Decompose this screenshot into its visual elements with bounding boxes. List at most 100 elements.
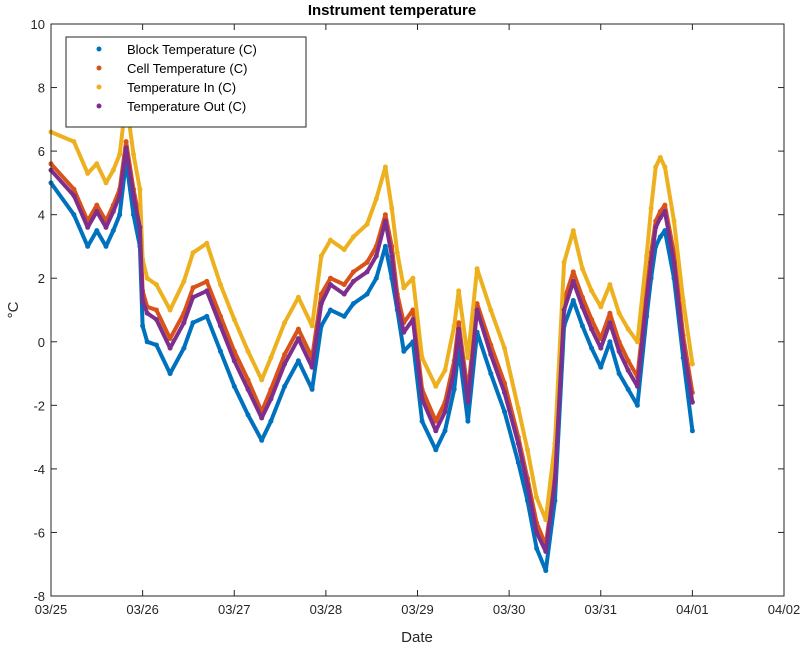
data-point	[282, 361, 288, 367]
data-point	[589, 288, 595, 294]
data-point	[648, 259, 654, 265]
data-point	[245, 386, 251, 392]
data-point	[103, 224, 109, 230]
data-point	[657, 215, 663, 221]
data-point	[662, 202, 668, 208]
data-point	[350, 234, 356, 240]
data-point	[245, 348, 251, 354]
x-tick-label: 03/28	[310, 602, 343, 617]
data-point	[204, 278, 210, 284]
data-point	[94, 202, 100, 208]
data-point	[488, 371, 494, 377]
data-point	[451, 386, 457, 392]
data-point	[488, 307, 494, 313]
data-point	[433, 418, 439, 424]
data-point	[456, 320, 462, 326]
data-point	[341, 313, 347, 319]
data-point	[190, 320, 196, 326]
data-point	[218, 348, 223, 354]
data-point	[123, 145, 129, 151]
data-point	[295, 336, 301, 342]
data-point	[153, 307, 159, 313]
legend: Block Temperature (C) Cell Temperature (C…	[65, 36, 307, 128]
data-point	[295, 326, 301, 332]
data-point	[245, 412, 251, 418]
data-point	[657, 155, 663, 160]
y-tick-label: -2	[33, 398, 45, 413]
data-point	[689, 399, 695, 405]
data-point	[295, 358, 301, 364]
data-point	[131, 193, 136, 199]
legend-box	[65, 36, 307, 128]
data-point	[474, 266, 480, 272]
data-point	[373, 253, 379, 259]
data-point	[625, 326, 631, 332]
data-point	[328, 237, 333, 243]
data-point	[543, 549, 549, 554]
data-point	[259, 437, 265, 443]
data-point	[589, 317, 595, 322]
data-point	[350, 269, 356, 275]
x-tick-label: 03/25	[35, 602, 68, 617]
data-point	[515, 406, 521, 411]
data-point	[103, 180, 109, 186]
data-point	[259, 415, 265, 421]
data-point	[607, 320, 613, 326]
data-point	[204, 240, 210, 246]
data-point	[644, 253, 650, 259]
data-point	[394, 250, 400, 256]
ticks-layer: 03/25 03/26 03/27 03/28 03/29 03/30 03/31 04/01…	[31, 17, 800, 617]
data-point	[382, 164, 388, 170]
y-axis-title: °C	[5, 301, 22, 318]
y-tick-label: -4	[33, 462, 45, 477]
data-point	[94, 228, 100, 234]
data-point	[245, 377, 251, 383]
data-point	[144, 275, 150, 281]
data-point	[607, 310, 613, 316]
data-point	[364, 259, 370, 265]
legend-label: Temperature In (C)	[127, 80, 236, 95]
y-tick-label: 0	[38, 335, 45, 350]
data-point	[625, 358, 631, 364]
data-point	[502, 409, 507, 415]
data-point	[644, 298, 650, 303]
data-point	[309, 323, 315, 329]
data-point	[204, 313, 210, 319]
legend-marker	[96, 103, 102, 109]
data-point	[123, 139, 129, 145]
data-point	[389, 253, 395, 259]
data-point	[662, 164, 668, 170]
data-point	[181, 345, 187, 351]
data-point	[71, 139, 77, 145]
data-point	[103, 243, 109, 249]
data-point	[662, 209, 668, 214]
data-point	[389, 205, 395, 211]
data-point	[140, 323, 146, 329]
legend-label: Temperature Out (C)	[127, 99, 246, 114]
data-point	[442, 428, 448, 434]
data-point	[71, 186, 77, 192]
data-point	[140, 298, 146, 303]
data-point	[570, 269, 576, 275]
y-tick-label: 4	[38, 208, 45, 223]
data-point	[607, 282, 613, 288]
data-point	[419, 396, 425, 402]
legend-marker	[96, 46, 102, 52]
data-point	[71, 212, 77, 218]
data-point	[231, 383, 237, 389]
data-point	[419, 418, 425, 424]
data-point	[190, 294, 196, 300]
data-point	[204, 288, 210, 294]
data-point	[382, 218, 388, 224]
data-point	[442, 409, 448, 415]
data-point	[218, 282, 223, 288]
data-point	[515, 460, 521, 465]
y-tick-label: 8	[38, 81, 45, 96]
data-point	[190, 285, 196, 291]
data-point	[85, 243, 91, 249]
data-point	[680, 342, 686, 348]
data-point	[451, 323, 457, 329]
legend-marker	[96, 84, 102, 90]
data-point	[598, 364, 604, 370]
